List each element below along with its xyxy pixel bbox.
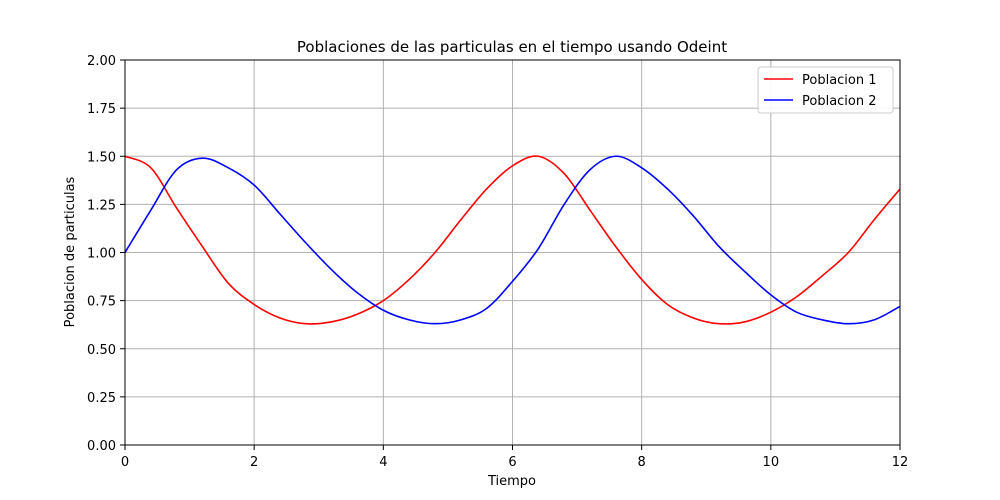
y-axis-label: Poblacion de particulas [63,176,78,327]
legend-label-poblacion-2: Poblacion 2 [802,94,877,109]
axis-ticks: 0 2 4 6 8 10 12 0.00 0.25 0.50 0.75 1.00 1.25 1.50 1.7… [87,54,908,470]
x-tick-label: 2 [250,455,258,470]
y-tick-label: 0.25 [87,391,116,406]
y-tick-label: 2.00 [87,54,116,69]
x-tick-label: 4 [379,455,387,470]
plot-lines [124,155,901,325]
series-line-poblacion-1 [124,155,901,325]
y-tick-label: 1.50 [87,150,116,165]
y-tick-label: 0.50 [87,343,116,358]
y-tick-label: 0.75 [87,295,116,310]
x-axis-label: Tiempo [487,474,536,489]
y-tick-label: 1.25 [87,198,116,213]
y-tick-label: 1.00 [87,247,116,262]
y-tick-label: 0.00 [87,439,116,454]
y-tick-label: 1.75 [87,102,116,117]
x-tick-label: 10 [763,455,780,470]
x-tick-label: 8 [638,455,646,470]
legend: Poblacion 1 Poblacion 2 [757,66,894,114]
chart-title: Poblaciones de las particulas en el tiem… [297,38,727,56]
x-tick-label: 12 [892,455,909,470]
x-tick-label: 6 [508,455,516,470]
x-tick-label: 0 [121,455,129,470]
legend-label-poblacion-1: Poblacion 1 [802,73,877,88]
series-line-poblacion-2 [124,155,901,325]
